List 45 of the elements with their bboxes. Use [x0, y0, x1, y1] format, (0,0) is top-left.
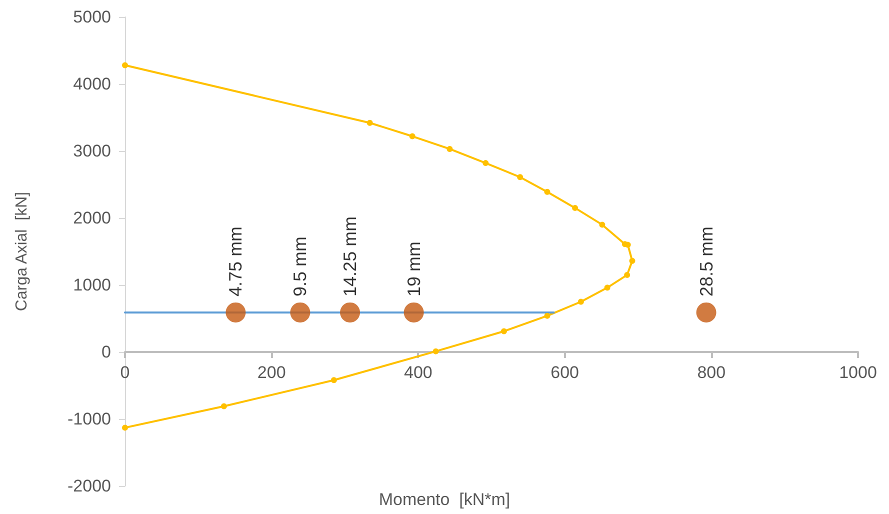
- y-tick-label: 1000: [73, 276, 111, 294]
- point: [544, 312, 550, 319]
- point: [122, 424, 128, 431]
- point: [220, 403, 227, 410]
- annotation: 28.5 mm: [696, 226, 716, 296]
- annotation: 9.5 mm: [290, 236, 310, 296]
- annotation: 4.75 mm: [226, 226, 246, 296]
- x-tick-label: 1000: [839, 363, 877, 382]
- x-tick-label: 200: [257, 363, 286, 382]
- point: [226, 302, 246, 322]
- point: [624, 272, 630, 278]
- point: [340, 302, 360, 322]
- point: [404, 302, 424, 322]
- point: [599, 222, 606, 228]
- y-tick-label: 5000: [73, 8, 111, 26]
- point: [290, 302, 310, 322]
- y-tick-label: 3000: [73, 142, 111, 160]
- annotation: 19 mm: [404, 241, 424, 296]
- point: [409, 133, 416, 140]
- x-tick-label: 600: [550, 363, 579, 382]
- text: Momento [kN*m]: [378, 490, 510, 509]
- point: [572, 204, 578, 211]
- y-tick-label: -2000: [68, 476, 111, 496]
- point: [604, 284, 610, 291]
- point: [446, 146, 453, 152]
- y-tick-label: 4000: [73, 74, 111, 94]
- point: [629, 258, 636, 264]
- x-tick-label: 0: [120, 363, 130, 382]
- point: [544, 188, 550, 195]
- point: [500, 328, 507, 334]
- point: [696, 302, 716, 322]
- point: [122, 62, 128, 68]
- point: [366, 120, 373, 126]
- point: [330, 377, 337, 384]
- point: [578, 298, 584, 305]
- y-tick-label: -1000: [68, 410, 111, 428]
- x-tick-label: 800: [697, 363, 726, 382]
- point: [517, 174, 524, 180]
- y-axis-title: Carga Axial [kN]: [14, 192, 30, 312]
- x-tick-label: 400: [404, 363, 432, 382]
- point: [482, 160, 489, 166]
- point: [432, 348, 439, 354]
- y-tick-label: 2000: [73, 208, 111, 228]
- y-tick-label: 0: [102, 342, 111, 362]
- annotation: 14.25 mm: [340, 216, 360, 296]
